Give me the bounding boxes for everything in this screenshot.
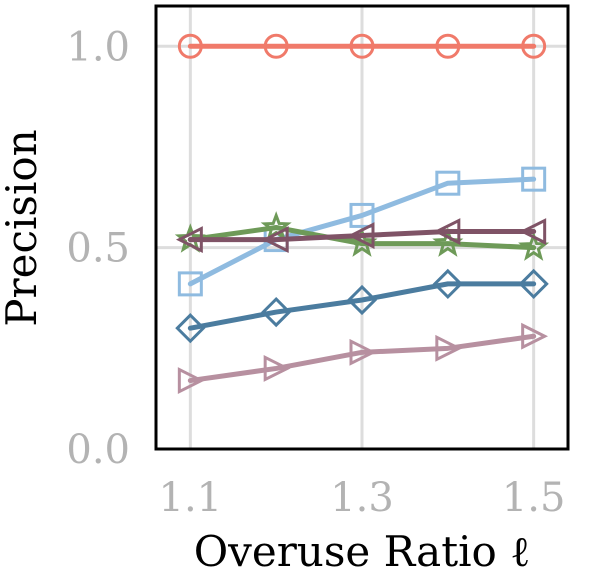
- series-line-triangle-left: [187, 229, 537, 243]
- series-group: [174, 33, 550, 394]
- series-circle: [177, 33, 547, 59]
- data-point-circle: [263, 33, 289, 59]
- data-point-diamond: [518, 268, 549, 300]
- data-point-diamond: [175, 313, 206, 344]
- data-point-diamond: [432, 268, 463, 300]
- series-triangle-right: [177, 322, 549, 394]
- data-point-circle: [349, 33, 375, 59]
- data-point-triangle-left: [519, 218, 547, 245]
- series-diamond: [175, 268, 549, 344]
- data-point-triangle-left: [175, 226, 203, 254]
- series-line-triangle-right: [187, 333, 537, 384]
- data-point-diamond: [346, 284, 378, 316]
- y-axis-label: Precision: [0, 129, 46, 326]
- data-point-triangle-left: [433, 218, 461, 245]
- tick-labels: 1.1 1.3 1.5 0.0 0.5 1.0: [66, 24, 565, 521]
- data-point-triangle-right: [435, 334, 463, 362]
- data-point-triangle-right: [263, 355, 291, 382]
- data-point-square: [349, 202, 375, 228]
- y-tick-label: 1.0: [66, 24, 130, 70]
- data-point-triangle-right: [521, 322, 549, 350]
- x-axis-label: Overuse Ratio ℓ: [194, 527, 531, 576]
- data-point-triangle-left: [261, 226, 289, 254]
- data-point-star: [518, 231, 550, 261]
- y-tick-label: 0.5: [66, 226, 130, 272]
- series-triangle-left: [175, 218, 547, 254]
- x-tick-label: 1.3: [330, 475, 394, 521]
- data-point-star: [346, 227, 378, 257]
- data-point-circle: [521, 33, 547, 59]
- data-point-circle: [177, 33, 203, 59]
- data-point-square: [177, 271, 203, 297]
- data-point-triangle-right: [177, 367, 205, 394]
- plot-frame: [154, 4, 570, 451]
- series-line-square: [187, 176, 537, 287]
- series-line-diamond: [187, 281, 537, 331]
- x-tick-label: 1.1: [159, 475, 223, 521]
- series-line-star: [187, 225, 537, 251]
- data-point-circle: [435, 33, 461, 59]
- data-point-triangle-left: [347, 222, 375, 249]
- data-point-triangle-right: [349, 338, 377, 366]
- data-point-diamond: [261, 296, 292, 328]
- y-tick-label: 0.0: [66, 427, 130, 473]
- data-point-square: [435, 170, 461, 196]
- data-point-square: [521, 166, 547, 192]
- x-tick-label: 1.5: [502, 475, 566, 521]
